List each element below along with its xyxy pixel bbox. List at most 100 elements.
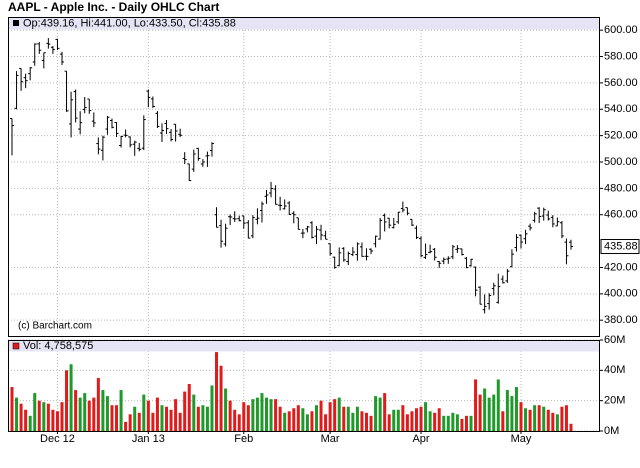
last-price-label: 435.88 [604,240,638,252]
volume-bar [169,409,173,431]
price-legend-swatch [13,20,19,26]
volume-bar [33,393,37,431]
volume-legend: Vol: 4,758,575 [23,340,93,352]
last-price-box [600,239,640,255]
volume-bar [42,402,46,431]
volume-bar [442,415,446,431]
grid-layer [8,29,600,432]
volume-bar [133,406,137,431]
volume-bar [360,411,364,431]
volume-bar [433,412,437,431]
volume-bar [160,405,164,431]
volume-bar [251,399,255,431]
chart-title: AAPL - Apple Inc. - Daily OHLC Chart [8,0,219,14]
volume-bar [564,405,568,431]
y-tick-label: 580.00 [604,50,638,62]
volume-bar [405,414,409,431]
volume-bar [151,412,155,431]
volume-bar [255,397,259,431]
volume-bar [333,399,337,431]
volume-bar [460,418,464,431]
volume-bar [69,364,73,431]
volume-bar [242,402,246,431]
volume-bar [487,397,491,431]
y-tick-label: 460.00 [604,209,638,221]
volume-bar [542,406,546,431]
volume-bar [514,387,518,431]
volume-bar [210,385,214,431]
volume-bar [119,390,123,431]
y-tick-label: 500.00 [604,156,638,168]
volume-bar [219,365,223,431]
volume-bar [65,370,69,431]
volume-bar [233,409,237,431]
volume-bar [437,408,441,431]
volume-bar [237,414,241,431]
volume-bar [455,414,459,431]
volume-bar [115,405,119,431]
volume-bar [55,411,59,431]
volume-bar [10,387,14,431]
volume-bar [551,412,555,431]
volume-bar [560,406,564,431]
y-tick-label: 480.00 [604,182,638,194]
volume-bar [310,411,314,431]
volume-bar [260,393,264,431]
volume-bar [46,403,50,431]
volume-bar [224,388,228,431]
volume-bar [501,411,505,431]
y-tick-label: 540.00 [604,103,638,115]
volume-bar [24,409,28,431]
volume-bar [483,388,487,431]
y-tick-label: 600.00 [604,24,638,36]
volume-bar [105,396,109,431]
price-frame [8,17,600,337]
volume-bar [492,394,496,431]
volume-bar [346,406,350,431]
volume-bar [283,412,287,431]
volume-bar [28,415,32,431]
volume-bar [519,402,523,431]
volume-bar [19,403,23,431]
volume-bar [78,397,82,431]
volume-bar [424,402,428,431]
volume-legend-swatch [12,342,20,350]
volume-bar [324,414,328,431]
y-tick-label: 20M [604,395,625,407]
y-tick-label: 60M [604,334,625,346]
volume-bar [87,400,91,431]
volume-bar [215,352,219,431]
axes-layer: 380.00 400.00 420.00 460.00 480.00 500.00 520.… [40,24,640,445]
y-tick-label: 40M [604,364,625,376]
volume-bar [414,408,418,431]
volume-bar [451,412,455,431]
volume-bar [428,411,432,431]
y-tick-label: 560.00 [604,77,638,89]
volume-bar [337,397,341,431]
volume-bar [269,399,273,431]
volume-header-strip [8,340,600,352]
volume-bar [524,408,528,431]
volume-bar [205,406,209,431]
volume-bar [374,396,378,431]
volume-bar [15,397,19,431]
volume-bar [410,411,414,431]
volume-bar [96,377,100,431]
volume-bar [101,390,105,431]
volume-bar [92,397,96,431]
volume-bar [287,411,291,431]
volume-bar [60,402,64,431]
volume-bar [533,405,537,431]
volume-bar [351,412,355,431]
volume-bar [469,415,473,431]
volume-bar [446,415,450,431]
volume-bar [124,421,128,431]
volume-bar [510,396,514,431]
volume-bar [196,406,200,431]
volume-bar [192,394,196,431]
volume-bar [128,414,132,431]
volume-bar [142,394,146,431]
volume-bar [278,406,282,431]
